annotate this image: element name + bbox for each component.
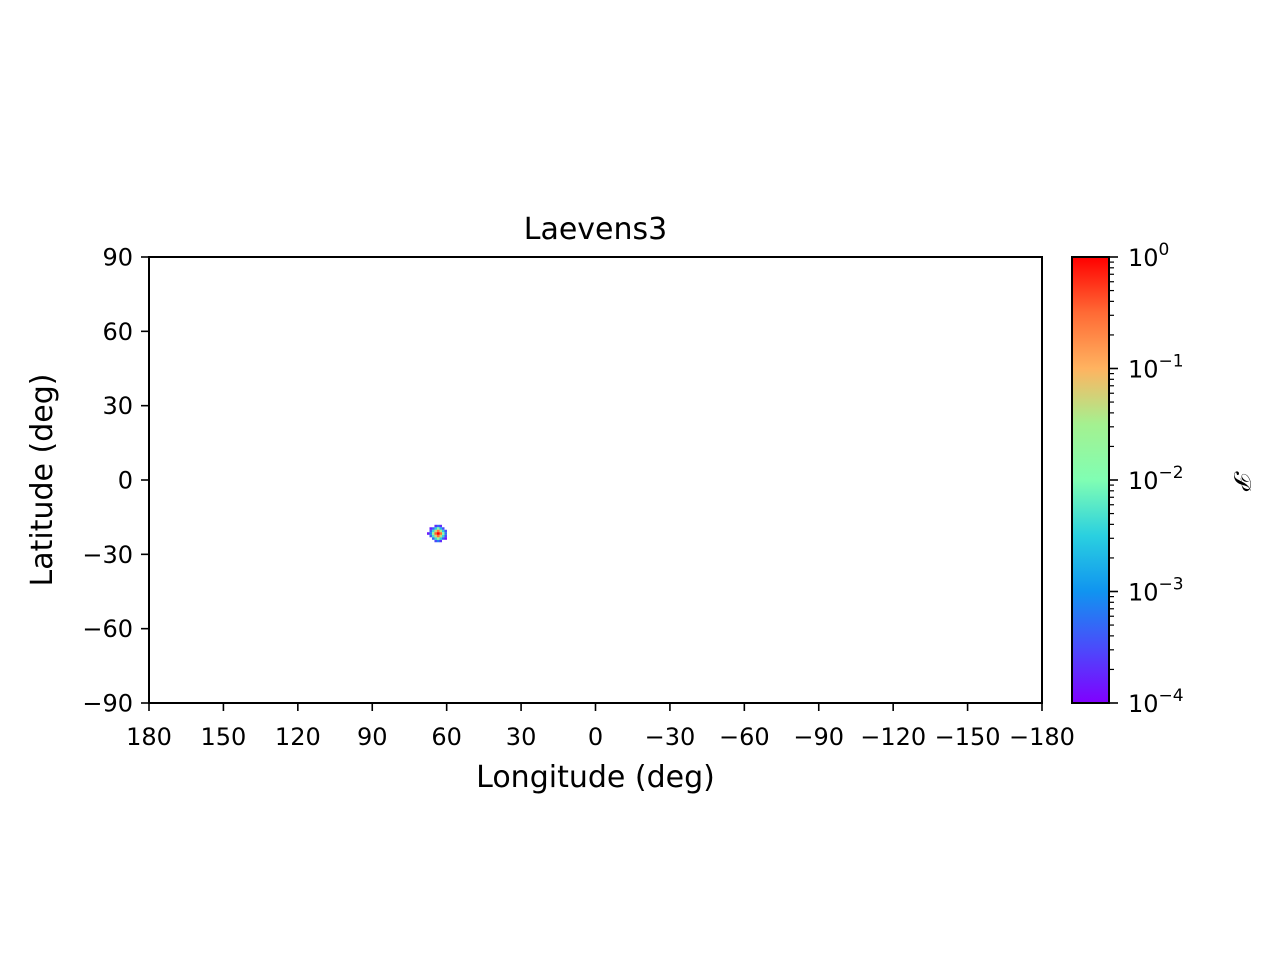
heatmap-cell	[436, 524, 440, 528]
heatmap-cell	[441, 534, 445, 538]
heatmap-cell	[444, 534, 447, 538]
x-tick-label: 150	[201, 723, 247, 751]
heatmap-cell	[431, 532, 435, 535]
x-tick-label: 0	[588, 723, 603, 751]
chart-title: Laevens3	[524, 212, 668, 247]
heatmap-cell	[434, 537, 438, 540]
y-axis-label: Latitude (deg)	[25, 374, 60, 587]
heatmap-cell	[441, 527, 445, 530]
heatmap-cell	[436, 539, 440, 543]
colorbar-tick-label: 10−1	[1128, 352, 1184, 384]
heatmap-cell	[434, 529, 438, 533]
x-tick-label: −180	[1009, 723, 1075, 751]
x-axis: 180 150 120 90 60 30 0 −30 −60 −90 −120 −150 −180	[126, 703, 1075, 751]
heatmap-cell	[434, 532, 438, 535]
heatmap-cell	[431, 534, 435, 538]
colorbar-axis: 100 10−1 10−2 10−3 10−4	[1109, 240, 1184, 718]
plot-area-frame	[148, 256, 1043, 704]
x-tick-label: −90	[793, 723, 844, 751]
heatmap-cell	[431, 537, 435, 540]
heatmap-cell	[429, 527, 433, 530]
y-tick-label: −30	[82, 541, 133, 569]
heatmap-cell	[436, 527, 440, 530]
x-tick-label: −60	[719, 723, 770, 751]
y-tick-label: −90	[82, 690, 133, 718]
heatmap-cell	[427, 532, 430, 535]
y-tick-label: −60	[82, 615, 133, 643]
x-axis-label: Longitude (deg)	[476, 760, 715, 795]
heatmap-cell	[441, 532, 445, 535]
x-tick-label: 120	[275, 723, 321, 751]
heatmap-cell	[439, 532, 443, 535]
colorbar-tick-label: 10−4	[1128, 686, 1184, 718]
heatmap-cell	[434, 534, 438, 538]
x-tick-label: 90	[357, 723, 388, 751]
heatmap-cell	[436, 534, 440, 538]
y-tick-label: 30	[102, 392, 133, 420]
y-tick-label: 0	[118, 467, 133, 495]
heatmap-cell	[436, 532, 440, 535]
colorbar-tick-label: 10−2	[1128, 463, 1184, 495]
heatmap-cell	[429, 534, 433, 538]
heatmap-cell	[441, 537, 445, 540]
heatmap-cell	[439, 539, 443, 543]
y-tick-label: 60	[102, 318, 133, 346]
heatmap-cell	[436, 529, 440, 533]
heatmap-cell	[441, 529, 445, 533]
x-tick-label: −150	[935, 723, 1001, 751]
heatmap-cell	[434, 524, 438, 528]
x-tick-label: 30	[506, 723, 537, 751]
heatmap-cell	[434, 527, 438, 530]
heatmap-cell	[434, 539, 438, 543]
heatmap-cell	[444, 529, 447, 533]
heatmap-cell	[429, 529, 433, 533]
x-tick-label: −120	[860, 723, 926, 751]
heatmap-cell	[444, 537, 447, 540]
heatmap-layer	[427, 524, 447, 543]
colorbar-tick-label: 100	[1128, 240, 1169, 272]
x-tick-label: 60	[431, 723, 462, 751]
y-tick-label: 90	[102, 244, 133, 272]
heatmap-cell	[429, 532, 433, 535]
heatmap-cell	[439, 534, 443, 538]
heatmap-cell	[439, 527, 443, 530]
heatmap-cell	[436, 537, 440, 540]
heatmap-cell	[439, 537, 443, 540]
heatmap-cell	[444, 532, 447, 535]
heatmap-cell	[431, 527, 435, 530]
colorbar-tick-label: 10−3	[1128, 575, 1184, 607]
heatmap-cell	[439, 524, 443, 528]
colorbar-label: 𝒫	[1228, 471, 1256, 491]
colorbar	[1071, 256, 1110, 704]
heatmap-cell	[431, 529, 435, 533]
x-tick-label: −30	[645, 723, 696, 751]
heatmap-cell	[439, 529, 443, 533]
y-axis: 90 60 30 0 −30 −60 −90	[82, 244, 149, 718]
x-tick-label: 180	[126, 723, 172, 751]
